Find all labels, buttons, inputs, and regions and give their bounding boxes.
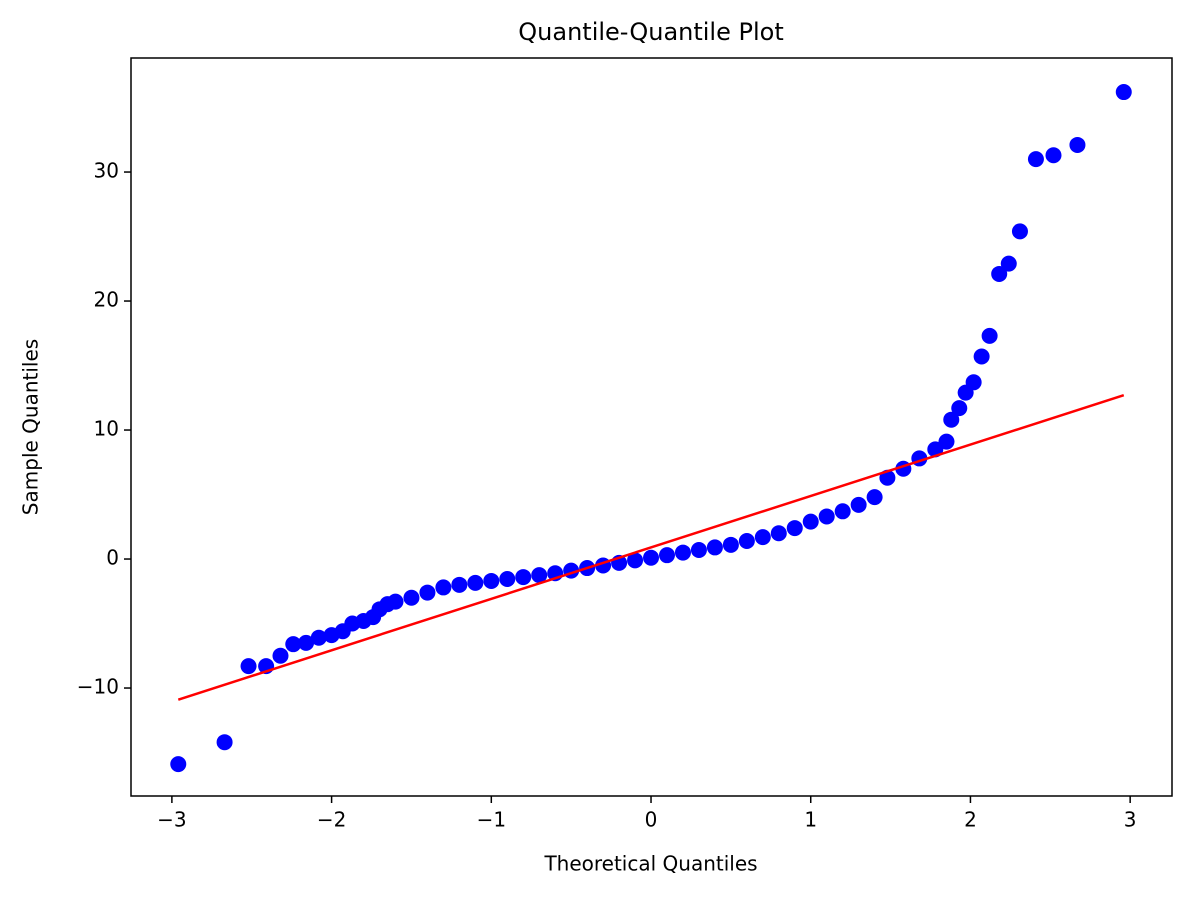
point — [285, 636, 302, 653]
x-tick-label: 2 — [964, 808, 977, 832]
plot-frame — [130, 57, 1173, 797]
point — [938, 433, 955, 450]
point — [170, 756, 187, 773]
point — [643, 549, 660, 566]
point — [850, 496, 867, 513]
point — [627, 552, 644, 569]
point — [451, 576, 468, 593]
point — [531, 567, 548, 584]
point — [467, 574, 484, 591]
y-tick-label: −10 — [77, 675, 119, 699]
point — [951, 400, 968, 417]
fit-line — [177, 394, 1125, 701]
x-tick-label: −1 — [477, 808, 506, 832]
x-tick-label: −2 — [317, 808, 346, 832]
point — [981, 327, 998, 344]
point — [403, 589, 420, 606]
point — [738, 532, 755, 549]
point — [866, 489, 883, 506]
point — [770, 525, 787, 542]
y-tick-label: 20 — [94, 288, 119, 312]
point — [690, 542, 707, 558]
point — [754, 529, 771, 546]
point — [216, 734, 233, 751]
point — [722, 536, 739, 553]
point — [499, 571, 516, 588]
point — [1000, 255, 1017, 272]
point — [658, 547, 675, 564]
point — [1115, 84, 1132, 101]
point — [786, 520, 803, 537]
point — [706, 539, 723, 556]
point — [943, 411, 960, 428]
x-tick-label: −3 — [157, 808, 186, 832]
y-tick-label: 30 — [94, 159, 119, 183]
point — [1011, 223, 1028, 240]
point — [1027, 151, 1044, 168]
x-tick-label: 1 — [804, 808, 817, 832]
point — [965, 374, 982, 391]
point — [802, 513, 819, 530]
x-tick-label: 3 — [1124, 808, 1137, 832]
point — [387, 593, 404, 610]
point — [483, 572, 500, 589]
point — [515, 569, 532, 586]
point — [310, 629, 327, 646]
x-tick-label: 0 — [645, 808, 658, 832]
point — [1069, 136, 1086, 153]
y-tick-label: 0 — [106, 546, 119, 570]
y-axis-label: Sample Quantiles — [19, 339, 43, 515]
point — [272, 647, 289, 664]
point — [435, 579, 452, 596]
point — [1045, 147, 1062, 164]
x-axis-label: Theoretical Quantiles — [543, 852, 757, 876]
point — [973, 348, 990, 365]
point — [834, 503, 851, 520]
point — [674, 544, 691, 561]
chart-title: Quantile-Quantile Plot — [518, 18, 783, 46]
point — [298, 634, 315, 651]
point — [818, 508, 835, 525]
point — [991, 265, 1008, 282]
point — [419, 584, 436, 601]
point — [240, 658, 257, 675]
y-tick-label: 10 — [94, 417, 119, 441]
